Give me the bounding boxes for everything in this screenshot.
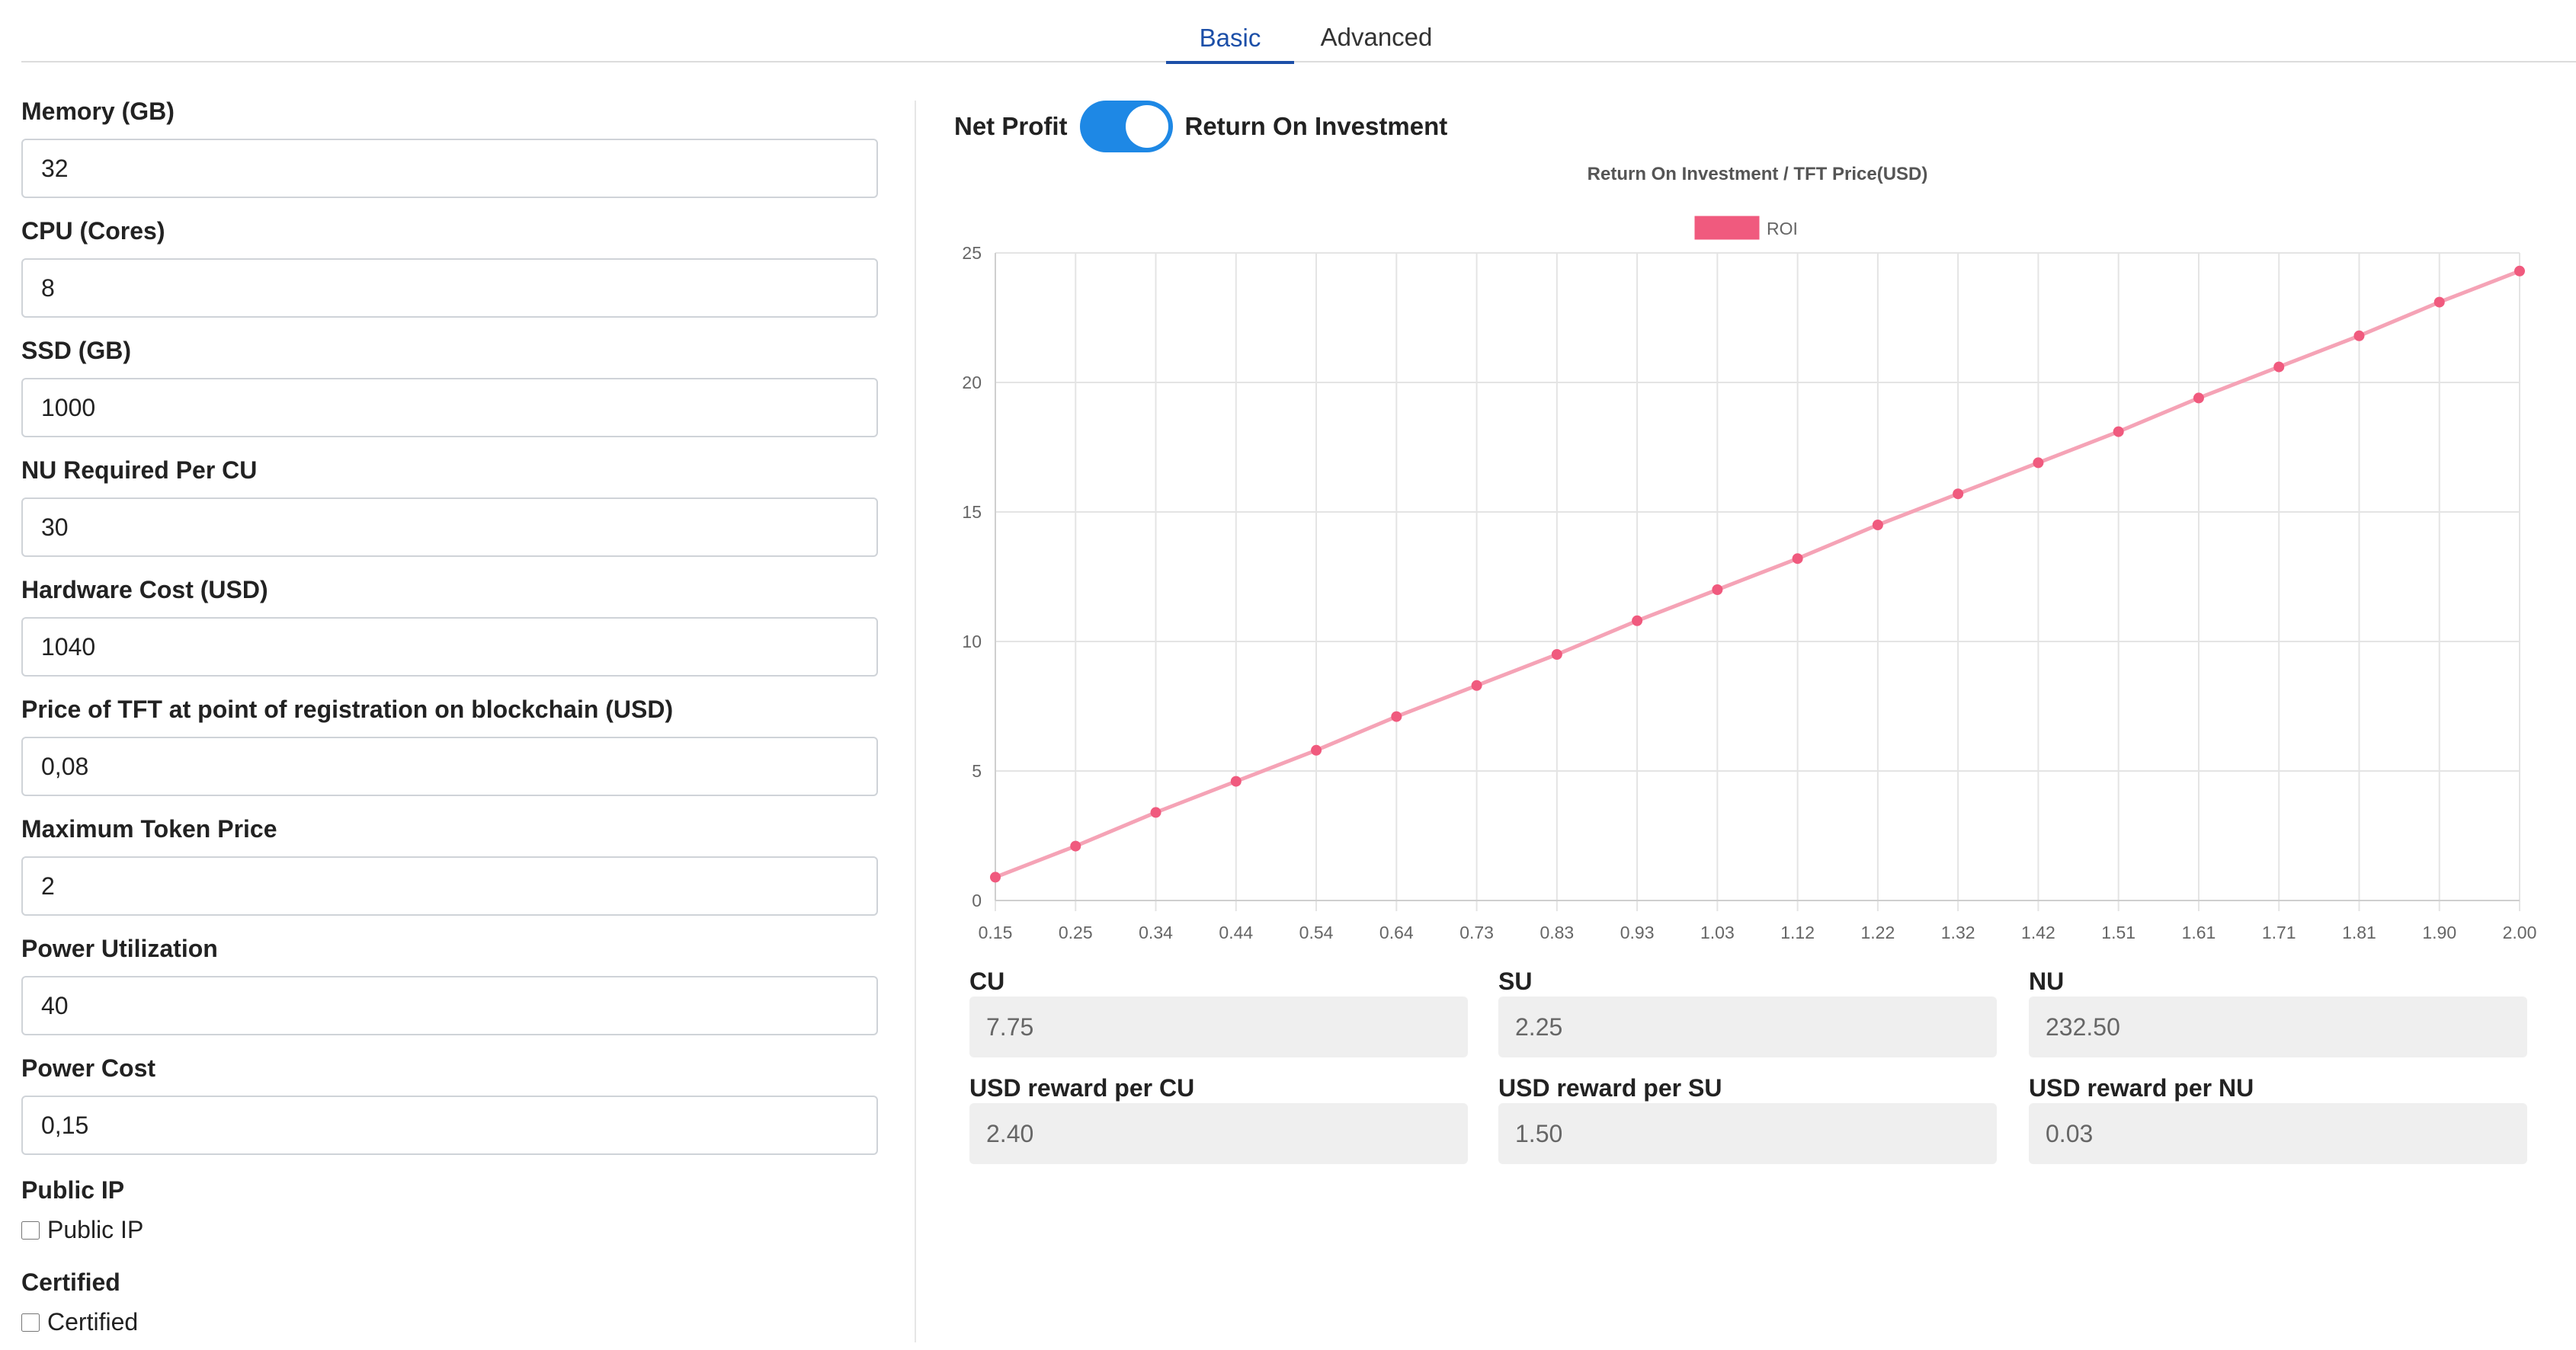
public-ip-checkbox-label: Public IP (47, 1216, 144, 1243)
power-utilization-input[interactable] (21, 976, 878, 1035)
data-point (2433, 296, 2445, 308)
x-tick-label: 0.93 (1620, 923, 1655, 942)
x-tick-label: 0.64 (1379, 923, 1414, 942)
data-point (2033, 457, 2044, 469)
cu-value: 7.75 (969, 997, 1468, 1057)
data-point (2113, 426, 2124, 437)
x-tick-label: 1.12 (1780, 923, 1815, 942)
data-point (1311, 744, 1322, 756)
data-point (1150, 807, 1161, 818)
data-point (1551, 649, 1562, 660)
usd-per-nu-label: USD reward per NU (2029, 1074, 2254, 1102)
memory-label: Memory (GB) (21, 98, 175, 125)
power-cost-input[interactable] (21, 1096, 878, 1155)
chart-title: Return On Investment / TFT Price(USD) (1588, 164, 1928, 184)
x-tick-label: 0.44 (1219, 923, 1253, 942)
power-utilization-label: Power Utilization (21, 935, 218, 962)
ssd-input[interactable] (21, 378, 878, 437)
tab-advanced[interactable]: Advanced (1320, 23, 1433, 51)
y-tick-label: 15 (962, 502, 982, 522)
max-token-price-input[interactable] (21, 856, 878, 916)
x-tick-label: 1.81 (2342, 923, 2376, 942)
series-line-roi (995, 269, 2520, 879)
nu-value: 232.50 (2029, 997, 2527, 1057)
y-tick-label: 10 (962, 632, 982, 651)
x-tick-label: 1.90 (2422, 923, 2456, 942)
power-cost-label: Power Cost (21, 1054, 156, 1082)
data-point (2273, 361, 2285, 373)
roi-label: Return On Investment (1184, 112, 1448, 140)
max-token-price-label: Maximum Token Price (21, 815, 277, 843)
x-tick-label: 1.42 (2021, 923, 2055, 942)
toggle-knob (1125, 105, 1168, 148)
data-point (2514, 265, 2525, 277)
x-tick-label: 2.00 (2503, 923, 2537, 942)
y-tick-label: 20 (962, 373, 982, 392)
hardware-cost-input[interactable] (21, 617, 878, 677)
data-point (1230, 776, 1242, 787)
x-tick-label: 1.71 (2262, 923, 2296, 942)
public-ip-heading: Public IP (21, 1176, 125, 1204)
net-profit-label: Net Profit (954, 112, 1068, 140)
legend-swatch-roi (1694, 216, 1760, 240)
x-tick-label: 0.73 (1459, 923, 1494, 942)
data-point (1632, 615, 1643, 626)
data-point (1712, 584, 1723, 595)
data-point (1391, 711, 1402, 722)
x-tick-label: 0.83 (1540, 923, 1574, 942)
data-point (1872, 520, 1883, 530)
roi-toggle-switch[interactable] (1079, 101, 1173, 152)
x-tick-label: 0.15 (979, 923, 1013, 942)
su-label: SU (1498, 968, 1533, 995)
x-tick-label: 0.34 (1139, 923, 1173, 942)
usd-per-su-label: USD reward per SU (1498, 1074, 1722, 1102)
usd-per-nu-value: 0.03 (2029, 1103, 2527, 1164)
y-tick-label: 5 (972, 761, 982, 781)
data-point (1792, 553, 1803, 565)
legend-label-roi: ROI (1767, 219, 1798, 238)
nu-per-cu-input[interactable] (21, 497, 878, 557)
tab-bar: Basic Advanced (21, 0, 2576, 64)
tab-basic[interactable]: Basic (1166, 15, 1294, 64)
data-point (1953, 488, 1964, 500)
memory-input[interactable] (21, 139, 878, 198)
x-tick-label: 1.22 (1861, 923, 1895, 942)
su-value: 2.25 (1498, 997, 1997, 1057)
x-tick-label: 1.51 (2101, 923, 2135, 942)
x-tick-label: 1.03 (1700, 923, 1735, 942)
y-tick-label: 0 (972, 891, 982, 910)
panel-divider (915, 101, 916, 1342)
nu-per-cu-label: NU Required Per CU (21, 456, 258, 484)
cpu-label: CPU (Cores) (21, 217, 165, 245)
view-toggle: Net Profit Return On Investment (954, 99, 1447, 154)
public-ip-checkbox[interactable] (21, 1220, 40, 1240)
x-tick-label: 0.25 (1059, 923, 1093, 942)
x-tick-label: 0.54 (1299, 923, 1334, 942)
data-point (1471, 680, 1482, 691)
data-point (990, 872, 1001, 883)
certified-checkbox[interactable] (21, 1313, 40, 1332)
certified-option[interactable]: Certified (21, 1308, 138, 1336)
hardware-cost-label: Hardware Cost (USD) (21, 576, 268, 603)
certified-heading: Certified (21, 1268, 120, 1296)
roi-chart: Return On Investment / TFT Price(USD) ROI… (962, 164, 2537, 942)
nu-label: NU (2029, 968, 2065, 995)
x-tick-label: 1.61 (2182, 923, 2216, 942)
data-point (2193, 392, 2204, 404)
usd-per-cu-value: 2.40 (969, 1103, 1468, 1164)
certified-checkbox-label: Certified (47, 1308, 139, 1336)
y-tick-label: 25 (962, 243, 982, 263)
usd-per-cu-label: USD reward per CU (969, 1074, 1195, 1102)
public-ip-option[interactable]: Public IP (21, 1216, 143, 1244)
usd-per-su-value: 1.50 (1498, 1103, 1997, 1164)
cu-label: CU (969, 968, 1005, 995)
tft-price-label: Price of TFT at point of registration on… (21, 696, 674, 723)
data-point (1070, 840, 1081, 852)
ssd-label: SSD (GB) (21, 337, 131, 364)
cpu-input[interactable] (21, 258, 878, 318)
tft-price-input[interactable] (21, 737, 878, 796)
data-point (2353, 330, 2365, 341)
x-tick-label: 1.32 (1941, 923, 1975, 942)
